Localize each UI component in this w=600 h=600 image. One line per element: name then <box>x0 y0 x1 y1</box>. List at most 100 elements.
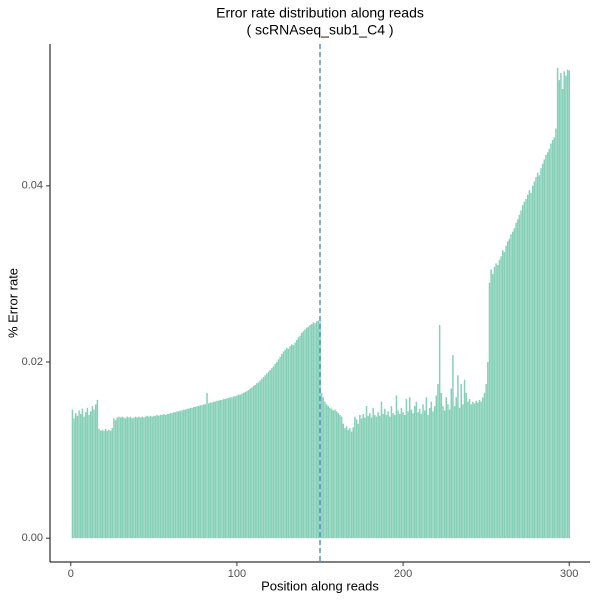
bar <box>314 323 316 539</box>
bar <box>266 373 268 539</box>
bar <box>452 354 454 539</box>
bar <box>377 412 379 539</box>
bar <box>88 414 90 539</box>
bar <box>472 401 474 539</box>
bar <box>106 430 109 539</box>
bar <box>136 417 138 539</box>
bar <box>467 401 469 539</box>
bar <box>151 416 153 539</box>
bar <box>352 427 354 539</box>
bar <box>548 148 551 539</box>
bar <box>224 399 227 539</box>
bar <box>310 324 313 539</box>
bar <box>267 371 270 539</box>
bar <box>234 396 237 539</box>
bar <box>369 413 371 539</box>
bar <box>480 401 482 539</box>
bar <box>103 430 105 539</box>
bar <box>141 416 143 539</box>
bar <box>237 394 240 539</box>
bar <box>566 69 569 539</box>
bar <box>111 428 114 539</box>
bar <box>104 428 107 539</box>
bar <box>156 414 158 539</box>
bar <box>372 407 374 539</box>
bar <box>144 416 147 539</box>
bar <box>226 398 228 539</box>
bar <box>76 415 79 539</box>
bar <box>214 401 217 539</box>
bar <box>287 348 290 539</box>
bar <box>515 222 517 539</box>
bar <box>337 413 340 539</box>
bar <box>523 201 526 539</box>
x-axis-title: Position along reads <box>261 578 379 593</box>
bar <box>505 245 507 539</box>
bar <box>161 414 163 539</box>
bar <box>462 404 464 539</box>
bar <box>99 430 102 539</box>
bar <box>83 416 85 539</box>
bar <box>256 383 258 539</box>
bar <box>437 384 439 539</box>
bar <box>251 387 253 539</box>
bar <box>418 408 421 539</box>
bar <box>231 397 233 539</box>
bar <box>274 363 276 539</box>
bar <box>211 402 213 539</box>
bar <box>134 416 137 539</box>
bar <box>294 342 296 539</box>
bar <box>247 390 250 539</box>
bar <box>327 406 330 539</box>
bar <box>297 337 300 539</box>
bar <box>159 414 162 539</box>
bar <box>232 396 235 539</box>
bar <box>413 406 416 539</box>
chart-title: Error rate distribution along reads <box>216 5 424 21</box>
bar <box>483 392 486 539</box>
bar <box>525 199 527 539</box>
bar <box>427 414 429 539</box>
bar <box>207 403 210 539</box>
bar <box>284 349 286 539</box>
bar <box>146 415 148 539</box>
bar <box>568 70 570 539</box>
bar <box>535 177 537 539</box>
bar <box>164 414 167 539</box>
bar <box>315 321 318 539</box>
bar <box>417 412 419 539</box>
bar <box>191 407 193 539</box>
bar <box>475 400 477 539</box>
bar <box>295 340 298 539</box>
bar <box>271 368 273 539</box>
bar <box>91 406 94 539</box>
bar <box>259 380 261 539</box>
bar <box>415 401 418 539</box>
bar <box>492 273 494 539</box>
bar <box>217 400 220 539</box>
bar <box>324 401 326 539</box>
bar <box>423 410 426 539</box>
bar <box>565 75 567 539</box>
bar <box>402 412 404 539</box>
bar <box>300 332 303 539</box>
bar <box>448 409 451 539</box>
bar <box>227 398 230 539</box>
bar <box>153 415 155 539</box>
bar <box>477 402 479 539</box>
bar <box>320 392 323 539</box>
bar <box>291 344 293 539</box>
bar <box>440 392 443 539</box>
bar <box>407 411 409 539</box>
chart-subtitle: ( scRNAseq_sub1_C4 ) <box>246 22 393 38</box>
bar <box>113 418 115 539</box>
bar <box>292 345 295 539</box>
bar <box>422 404 424 539</box>
bar <box>309 325 311 539</box>
bar <box>340 416 343 539</box>
bar <box>344 428 346 539</box>
bar <box>349 428 351 539</box>
bar <box>531 185 534 539</box>
bar <box>354 416 356 539</box>
